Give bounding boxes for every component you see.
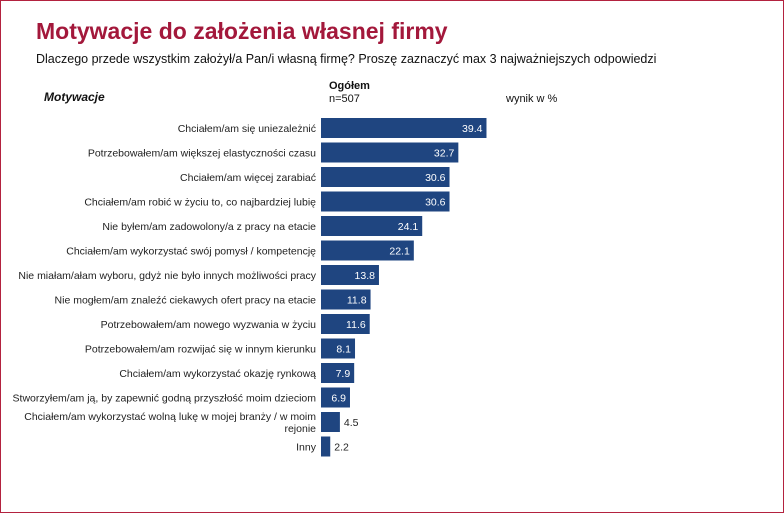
category-label: Chciałem/am wykorzystać okazję rynkową: [119, 368, 316, 380]
bar-6: [321, 240, 414, 261]
value-label: 2.2: [334, 442, 349, 454]
group-name: Ogółem: [329, 80, 370, 92]
category-label: Chciałem/am się uniezależnić: [178, 123, 316, 135]
category-label: rejonie: [284, 423, 316, 435]
category-label: Nie miałam/ałam wyboru, gdyż nie było in…: [18, 270, 316, 282]
chart-subtitle: Dlaczego przede wszystkim założył/a Pan/…: [36, 52, 657, 66]
value-label: 4.5: [344, 417, 359, 429]
value-label: 30.6: [425, 172, 446, 184]
value-label: 32.7: [434, 148, 455, 160]
bar-2: [321, 142, 459, 163]
chart-title: Motywacje do założenia własnej firmy: [36, 18, 448, 44]
category-label: Chciałem/am wykorzystać swój pomysł / ko…: [66, 246, 316, 258]
bar-7: [321, 265, 379, 285]
group-sample-size: n=507: [329, 93, 360, 105]
value-label: 11.6: [346, 319, 366, 331]
bar-14: [321, 436, 331, 457]
value-label: 11.8: [347, 295, 367, 307]
value-label: 8.1: [336, 344, 351, 356]
category-label: Stworzyłem/am ją, by zapewnić godną przy…: [13, 393, 317, 405]
category-label: Chciałem/am wykorzystać wolną lukę w moj…: [24, 411, 316, 423]
value-label: 24.1: [398, 221, 419, 233]
bar-3: [321, 167, 450, 187]
category-label: Chciałem/am więcej zarabiać: [180, 172, 316, 184]
category-column-header: Motywacje: [44, 90, 105, 104]
bar-4: [321, 191, 450, 212]
value-label: 39.4: [462, 123, 483, 135]
bar-9: [321, 314, 370, 334]
value-label: 6.9: [331, 393, 346, 405]
category-label: Chciałem/am robić w życiu to, co najbard…: [84, 197, 316, 209]
category-label: Potrzebowałem/am rozwijać się w innym ki…: [85, 344, 316, 356]
category-label: Nie mogłem/am znaleźć ciekawych ofert pr…: [55, 295, 317, 307]
category-label: Potrzebowałem/am większej elastyczności …: [88, 148, 316, 160]
bar-8: [321, 289, 371, 310]
value-label: 13.8: [355, 270, 376, 282]
value-label: 30.6: [425, 197, 446, 209]
bar-13: [321, 412, 340, 432]
category-label: Inny: [296, 442, 317, 454]
unit-label: wynik w %: [506, 93, 558, 105]
category-label: Nie byłem/am zadowolony/a z pracy na eta…: [102, 221, 316, 233]
category-label: Potrzebowałem/am nowego wyzwania w życiu: [101, 319, 317, 331]
bar-5: [321, 216, 423, 236]
value-label: 22.1: [389, 246, 410, 258]
value-label: 7.9: [336, 368, 351, 380]
bar-10: [321, 338, 356, 359]
bar-1: [321, 118, 487, 138]
bar-12: [321, 387, 350, 408]
bar-11: [321, 363, 355, 383]
